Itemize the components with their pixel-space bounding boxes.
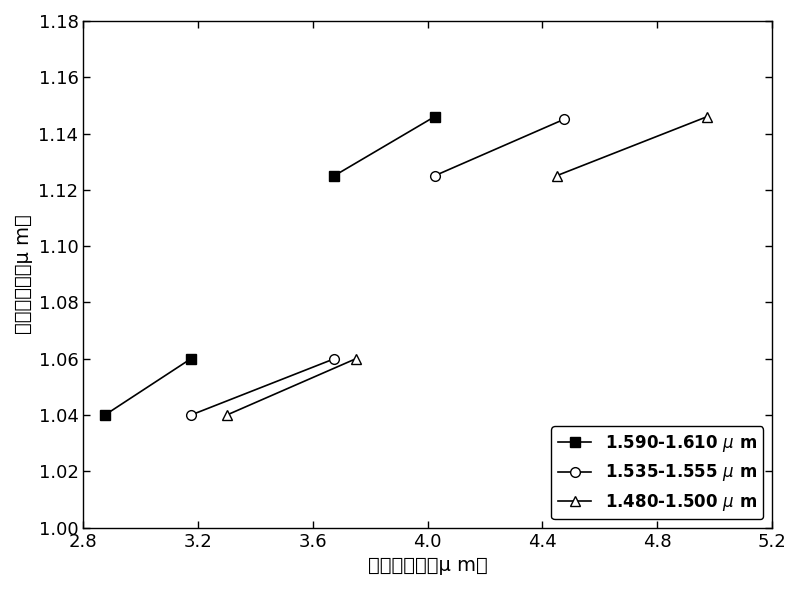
Y-axis label: 泅浦光波长（μ m）: 泅浦光波长（μ m） bbox=[14, 214, 33, 334]
X-axis label: 差频光波长（μ m）: 差频光波长（μ m） bbox=[368, 556, 487, 575]
Legend: 1.590-1.610 $\mu$ m, 1.535-1.555 $\mu$ m, 1.480-1.500 $\mu$ m: 1.590-1.610 $\mu$ m, 1.535-1.555 $\mu$ m… bbox=[551, 426, 763, 519]
